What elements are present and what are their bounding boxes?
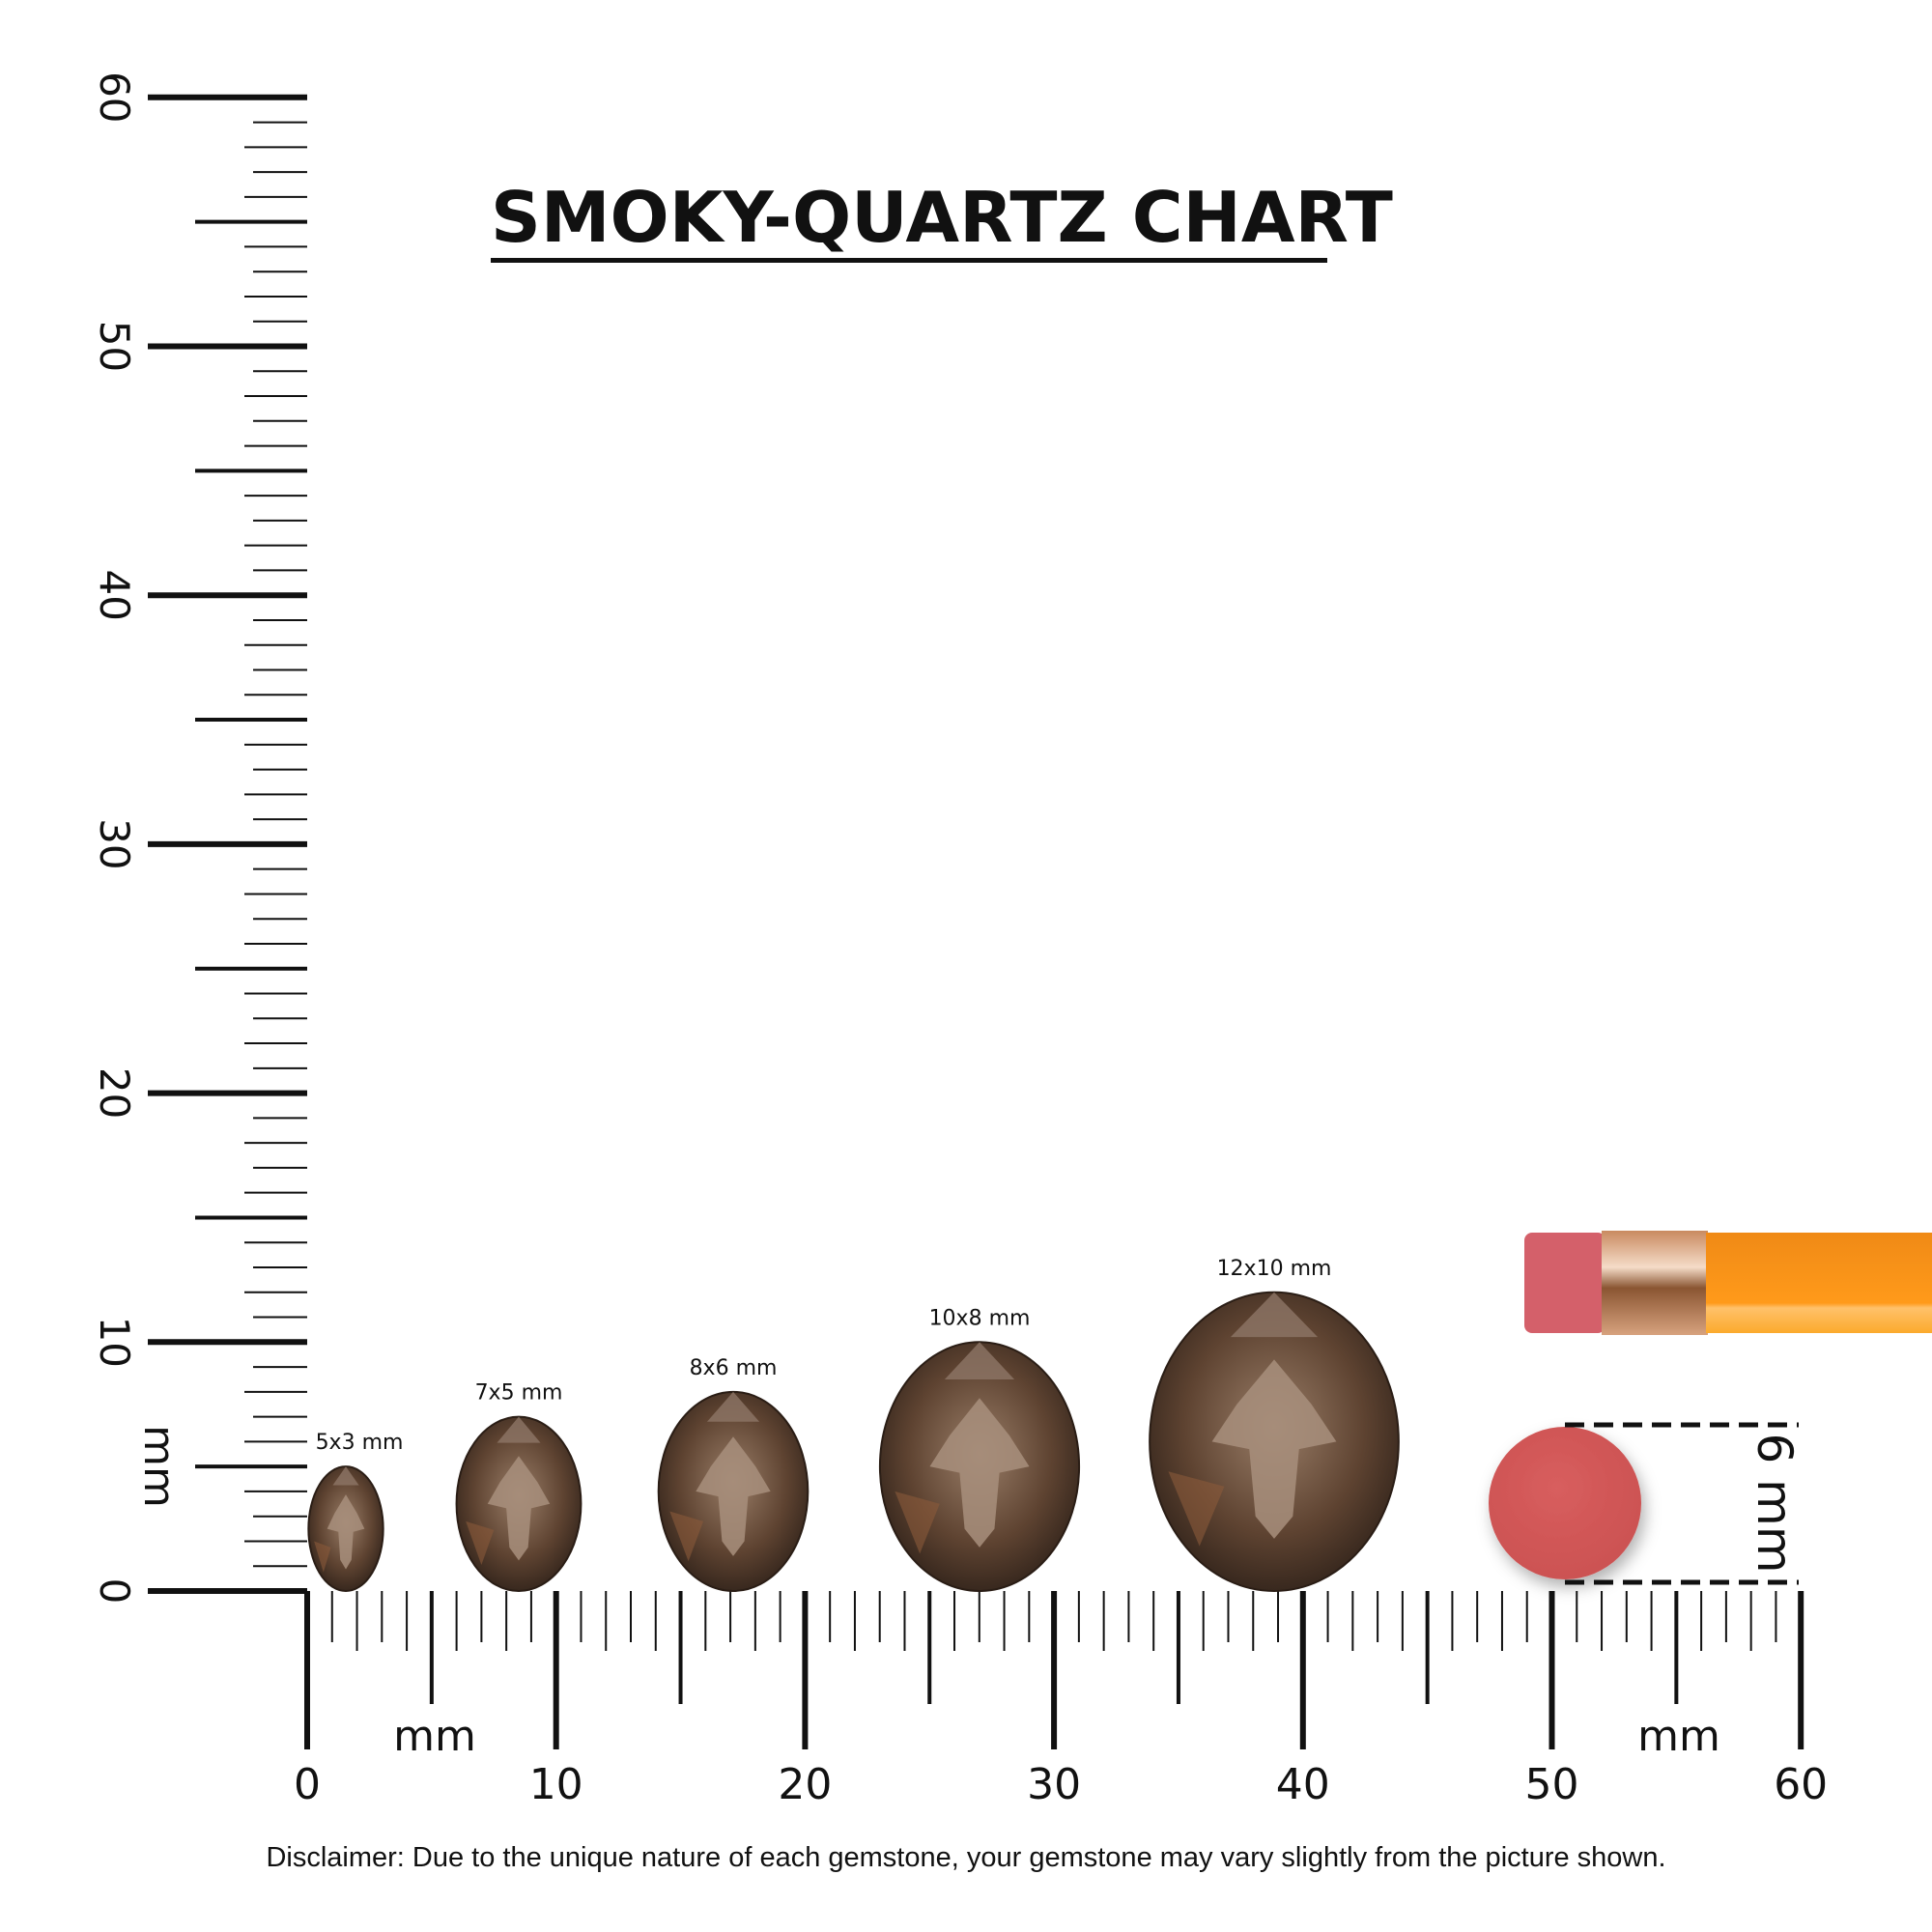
gem-facet <box>332 1466 359 1486</box>
horizontal-ruler: 0 10 20 30 40 50 60 <box>294 1591 1828 1809</box>
vertical-tick-label: 40 <box>91 569 138 620</box>
gem-item: 7x5 mm <box>455 1381 582 1593</box>
gem-size-label: 8x6 mm <box>690 1356 778 1380</box>
gem-item: 12x10 mm <box>1149 1257 1400 1592</box>
vertical-tick-label: 50 <box>91 321 138 372</box>
gem-facet <box>696 1436 771 1556</box>
gem-facet <box>327 1494 365 1570</box>
eraser-circle <box>1489 1427 1641 1579</box>
eraser-size-label: 6 mm <box>1747 1433 1803 1573</box>
vertical-tick-label: 0 <box>91 1578 138 1605</box>
vertical-tick-label: 30 <box>91 818 138 869</box>
horizontal-ruler-unit-left: mm <box>393 1712 476 1761</box>
pencil-image <box>1524 1231 1932 1335</box>
vertical-ruler-unit: mm <box>134 1425 184 1508</box>
vertical-tick-label: 10 <box>91 1317 138 1368</box>
gem-facet <box>1230 1292 1319 1338</box>
horizontal-tick-label: 40 <box>1276 1760 1330 1809</box>
horizontal-ruler-unit-right: mm <box>1637 1712 1720 1761</box>
vertical-tick-label: 60 <box>91 71 138 123</box>
gem-facet <box>944 1342 1015 1379</box>
gem-facet <box>1211 1359 1337 1539</box>
horizontal-tick-label: 50 <box>1525 1760 1579 1809</box>
eraser-reference: 6 mm <box>1489 1422 1803 1585</box>
horizontal-tick-label: 20 <box>778 1760 832 1809</box>
pencil-eraser <box>1524 1233 1605 1333</box>
gem-size-label: 7x5 mm <box>475 1381 563 1406</box>
gem-facet <box>314 1541 331 1573</box>
horizontal-tick-label: 60 <box>1774 1760 1828 1809</box>
horizontal-tick-label: 0 <box>294 1760 321 1809</box>
gem-facet <box>487 1456 551 1561</box>
gem-facet <box>929 1398 1030 1548</box>
vertical-tick-label: 20 <box>91 1067 138 1119</box>
gem-facet <box>895 1491 940 1554</box>
gem-size-label: 10x8 mm <box>929 1306 1031 1330</box>
gem-facet <box>669 1511 704 1562</box>
chart-title: SMOKY-QUARTZ CHART <box>491 177 1393 258</box>
gem-size-label: 12x10 mm <box>1217 1257 1332 1281</box>
gem-item: 8x6 mm <box>657 1356 810 1593</box>
horizontal-tick-label: 30 <box>1027 1760 1081 1809</box>
gem-item: 5x3 mm <box>307 1431 404 1592</box>
gem-list: 5x3 mm 7x5 mm 8x6 mm 10x8 mm 12x10 mm <box>307 1257 1400 1593</box>
gem-item: 10x8 mm <box>878 1306 1081 1593</box>
pencil-ferrule <box>1602 1231 1708 1335</box>
gem-facet <box>1168 1471 1225 1547</box>
vertical-ruler: 0 10 20 30 40 50 60 <box>91 71 307 1604</box>
gem-facet <box>706 1391 760 1422</box>
gem-size-label: 5x3 mm <box>316 1431 404 1455</box>
title-underline <box>491 258 1327 263</box>
gem-facet <box>497 1416 541 1443</box>
disclaimer: Disclaimer: Due to the unique nature of … <box>266 1842 1665 1873</box>
gem-facet <box>466 1520 495 1565</box>
horizontal-tick-label: 10 <box>529 1760 583 1809</box>
pencil-body <box>1706 1233 1932 1333</box>
